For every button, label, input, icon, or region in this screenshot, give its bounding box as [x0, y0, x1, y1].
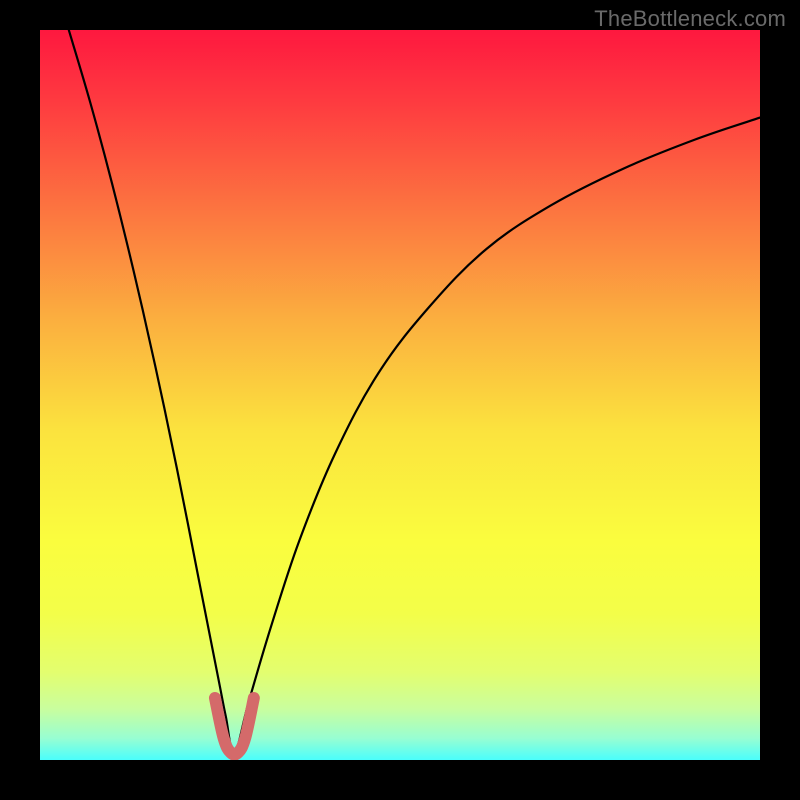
watermark-text: TheBottleneck.com — [594, 6, 786, 32]
gradient-background — [40, 30, 760, 760]
plot-svg — [40, 30, 760, 760]
chart-frame: TheBottleneck.com — [0, 0, 800, 800]
